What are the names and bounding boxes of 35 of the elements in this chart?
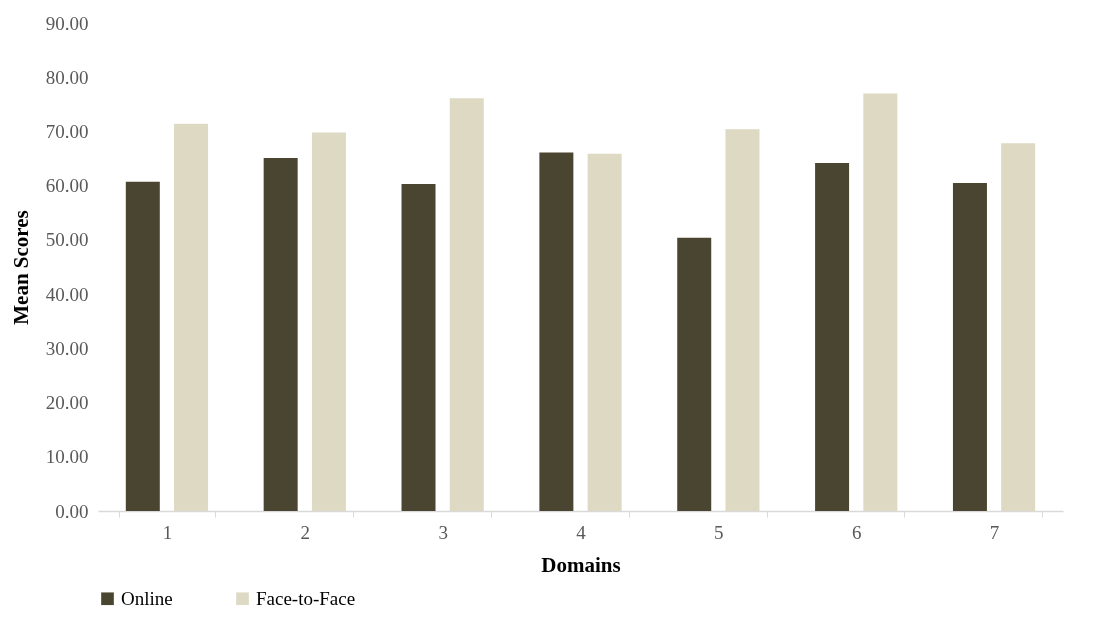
y-tick-label: 10.00 xyxy=(45,446,89,468)
y-tick-label: 60.00 xyxy=(45,175,89,197)
y-tick-label: 40.00 xyxy=(45,283,89,305)
bar xyxy=(815,162,850,511)
bar xyxy=(311,132,346,511)
y-tick-label: 0.00 xyxy=(55,500,89,522)
bar xyxy=(449,98,484,511)
bar xyxy=(125,181,160,511)
legend-label: Online xyxy=(121,587,173,609)
bar xyxy=(677,237,712,511)
x-tick-label: 6 xyxy=(851,521,862,543)
bar xyxy=(539,152,574,511)
x-axis-title: Domains xyxy=(541,552,621,577)
y-tick-label: 20.00 xyxy=(45,392,89,414)
y-tick-label: 30.00 xyxy=(45,337,89,359)
y-tick-label: 50.00 xyxy=(45,229,89,251)
bar xyxy=(725,129,760,511)
bar xyxy=(1001,143,1036,511)
bar xyxy=(401,184,436,511)
bar xyxy=(174,123,209,511)
y-tick-label: 70.00 xyxy=(45,120,89,142)
y-axis-title: Mean Scores xyxy=(8,210,33,325)
bar xyxy=(952,182,987,511)
legend-label: Face-to-Face xyxy=(256,587,356,609)
x-tick-label: 4 xyxy=(576,521,587,543)
x-tick-label: 1 xyxy=(162,521,173,543)
x-tick-label: 7 xyxy=(989,521,1000,543)
x-tick-label: 2 xyxy=(300,521,311,543)
y-tick-label: 80.00 xyxy=(45,66,89,88)
x-tick-label: 5 xyxy=(714,521,724,543)
y-tick-label: 90.00 xyxy=(45,12,89,34)
bar xyxy=(587,153,622,511)
bar xyxy=(263,158,298,511)
x-tick-label: 3 xyxy=(438,521,448,543)
bar xyxy=(863,93,898,511)
